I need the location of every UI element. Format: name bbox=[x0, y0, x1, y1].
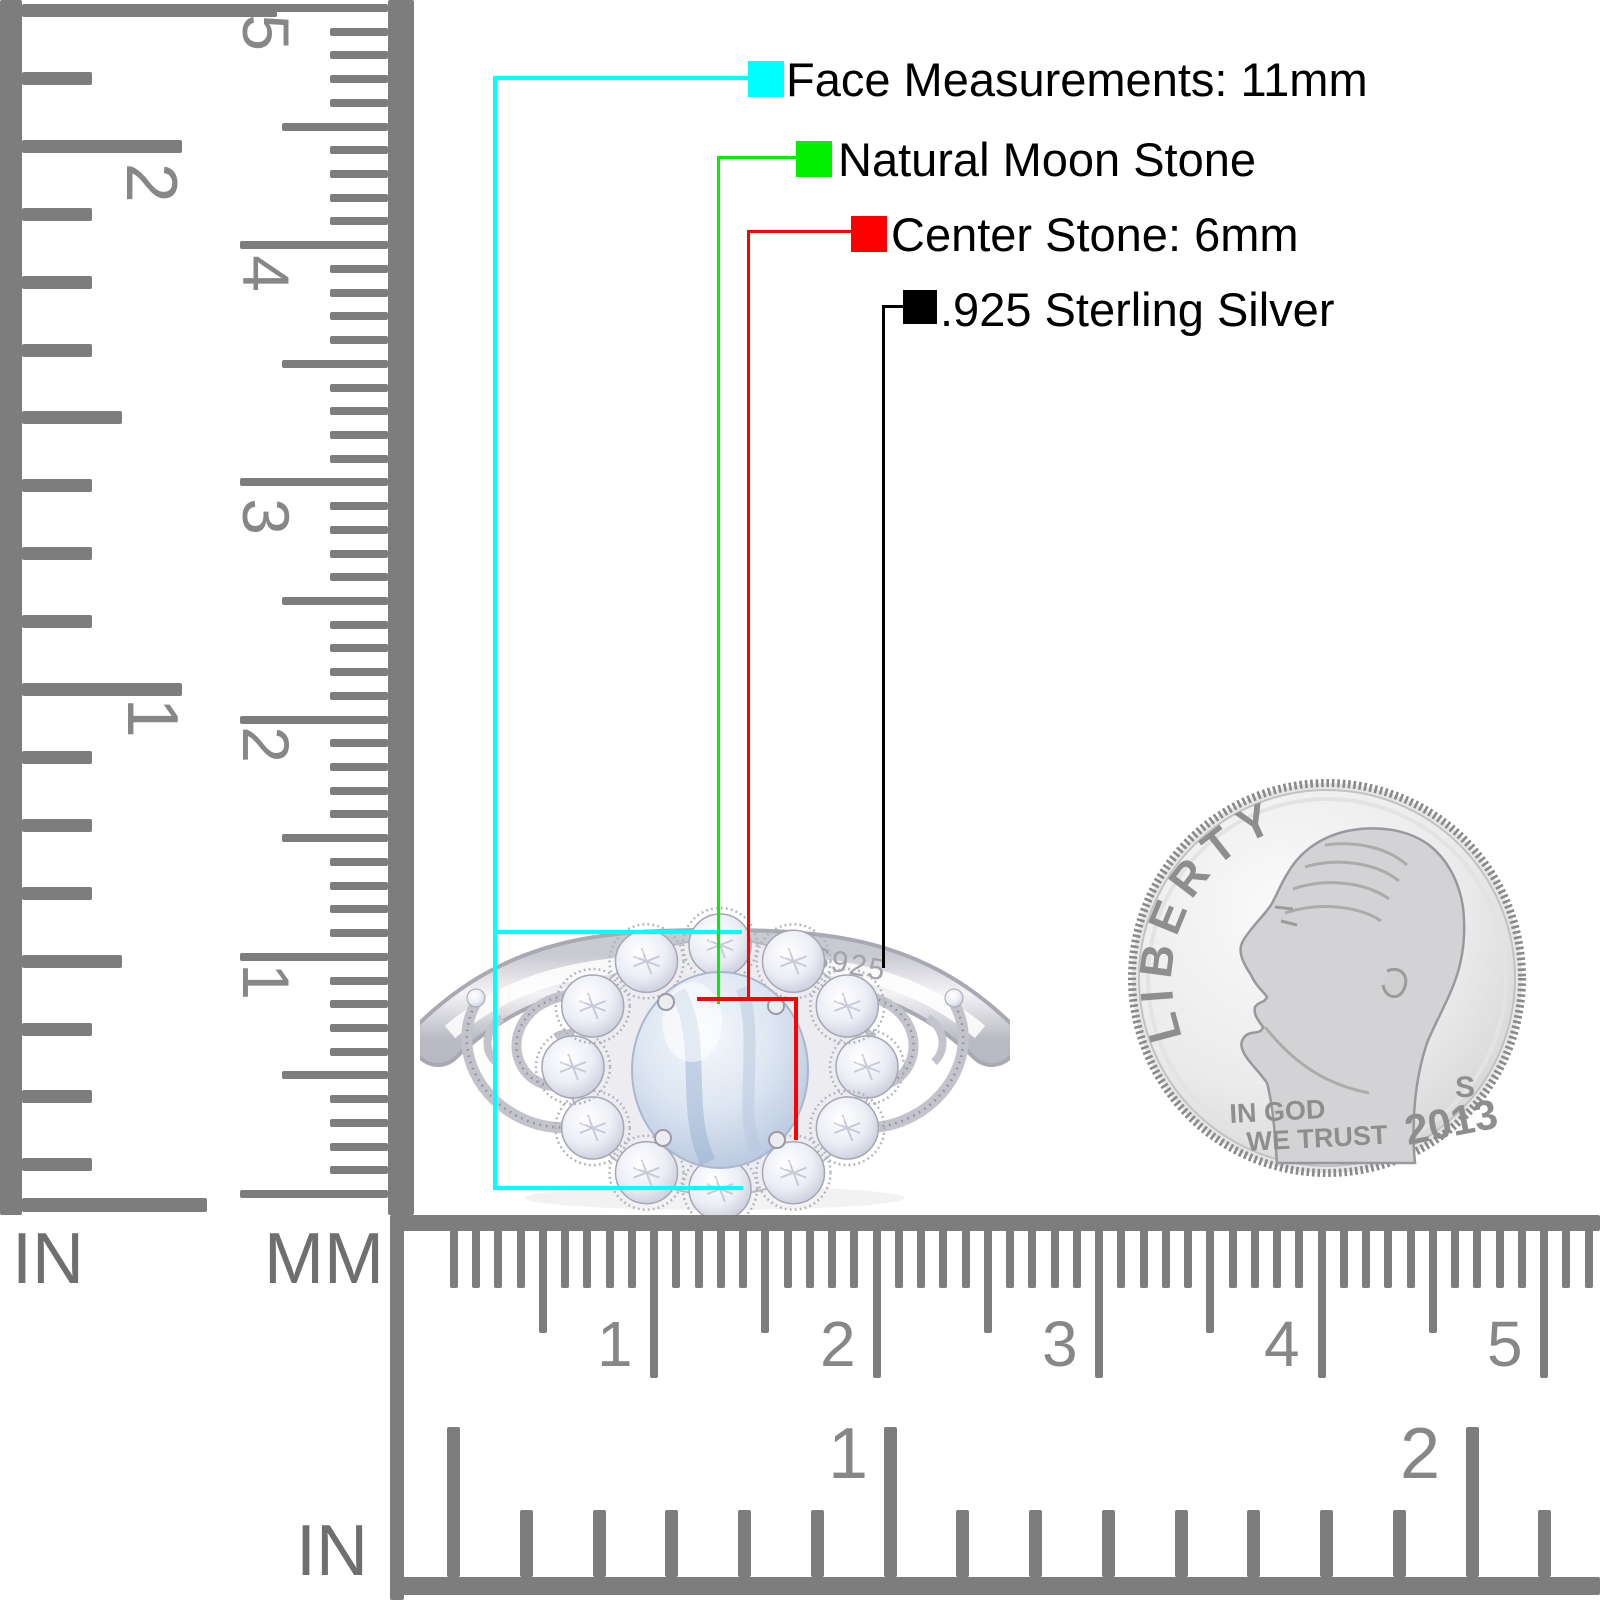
band-accent-stone bbox=[944, 988, 964, 1008]
callout-box-face-bottom bbox=[493, 1186, 743, 1190]
callout-line-metal-vertical bbox=[882, 305, 885, 968]
callout-box-face-top bbox=[493, 930, 742, 934]
ruler-number: 2 bbox=[229, 726, 304, 764]
legend-label-stone-type: Natural Moon Stone bbox=[838, 133, 1257, 186]
ruler-number: 1 bbox=[828, 1414, 869, 1494]
ring-photo: S925 bbox=[420, 906, 1010, 1215]
callout-line-center-vertical bbox=[747, 230, 750, 999]
legend-swatch-stone-type bbox=[796, 141, 832, 177]
ruler-number: 1 bbox=[597, 1308, 633, 1380]
ruler-number: 4 bbox=[1264, 1308, 1300, 1380]
ruler-left-mm-edge bbox=[388, 0, 414, 1215]
ruler-number: 5 bbox=[229, 14, 304, 52]
callout-box-center-right bbox=[794, 997, 798, 1140]
legend-swatch-center-stone bbox=[851, 216, 887, 252]
band-accent-stone bbox=[466, 988, 486, 1008]
ruler-number: 1 bbox=[229, 963, 304, 1001]
callout-line-face-vertical bbox=[493, 76, 497, 1190]
ruler-left-inch-edge bbox=[0, 0, 22, 1215]
legend-label-center-stone: Center Stone: 6mm bbox=[891, 208, 1299, 261]
coin-motto-line2: WE TRUST bbox=[1246, 1120, 1389, 1157]
callout-line-metal-horizontal bbox=[882, 305, 903, 308]
legend-swatch-metal bbox=[903, 290, 937, 324]
legend-label-metal: .925 Sterling Silver bbox=[940, 283, 1335, 336]
roosevelt-profile bbox=[1239, 827, 1466, 1165]
coin-mint-mark: S bbox=[1455, 1071, 1475, 1104]
ruler-bottom-left-end bbox=[390, 1215, 404, 1600]
ruler-number: 5 bbox=[1487, 1308, 1523, 1380]
ruler-number: 2 bbox=[820, 1308, 856, 1380]
ruler-bottom-mm-edge bbox=[390, 1215, 1600, 1231]
coin-motto-line1: IN GOD bbox=[1229, 1094, 1326, 1129]
callout-line-stone-horizontal bbox=[717, 156, 796, 159]
ruler-unit-label: IN bbox=[12, 1219, 84, 1299]
ruler-number: 3 bbox=[1042, 1308, 1078, 1380]
prongs bbox=[654, 993, 786, 1149]
callout-line-stone-vertical bbox=[717, 156, 720, 1004]
legend-label-face: Face Measurements: 11mm bbox=[786, 53, 1368, 106]
ruler-number: 2 bbox=[110, 162, 191, 203]
dime-photo: LIBERTY IN GOD WE TRUST S 2013 bbox=[1128, 779, 1526, 1177]
callout-line-face-horizontal bbox=[493, 76, 748, 80]
callout-line-center-horizontal bbox=[747, 230, 851, 233]
ruler-number: 3 bbox=[229, 498, 304, 536]
legend-swatch-face bbox=[748, 61, 784, 97]
ruler-number: 2 bbox=[1400, 1414, 1441, 1494]
ruler-number: 1 bbox=[111, 697, 192, 738]
ruler-bottom-inch-edge bbox=[390, 1577, 1600, 1595]
ruler-unit-label: MM bbox=[264, 1219, 384, 1299]
ruler-unit-label: IN bbox=[296, 1511, 368, 1591]
ruler-number: 4 bbox=[229, 255, 304, 293]
callout-box-center-top bbox=[697, 997, 798, 1001]
moonstone bbox=[631, 971, 809, 1169]
